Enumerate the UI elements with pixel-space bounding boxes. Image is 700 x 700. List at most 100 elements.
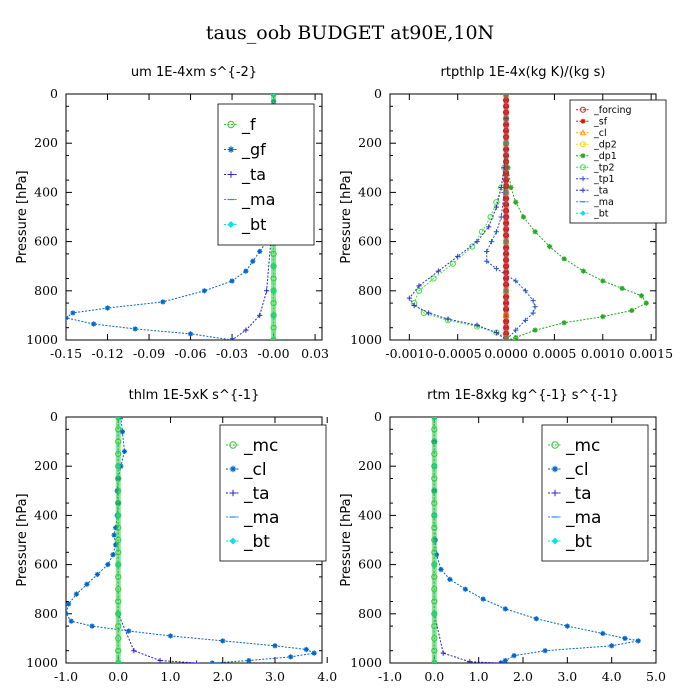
y-axis-label: Pressure [hPa] xyxy=(15,170,30,263)
data-point xyxy=(520,214,527,220)
legend-box xyxy=(569,99,667,224)
x-tick-label: -1.0 xyxy=(378,669,402,684)
y-tick-label: 1000 xyxy=(26,332,58,347)
legend-marker xyxy=(551,465,559,473)
data-point xyxy=(160,299,166,305)
data-point xyxy=(469,243,476,250)
legend-label: _mc xyxy=(565,436,600,456)
legend-marker xyxy=(227,171,235,178)
data-point xyxy=(600,278,606,284)
legend-label: _ta xyxy=(241,165,266,185)
legend-label: _dp1 xyxy=(593,151,617,162)
y-tick-label: 1000 xyxy=(350,655,382,670)
legend-label: _bt xyxy=(593,209,609,220)
y-tick-label: 200 xyxy=(34,458,58,473)
series-line-cl xyxy=(433,417,639,663)
data-point xyxy=(187,331,194,337)
legend-marker xyxy=(227,146,235,153)
data-point xyxy=(246,657,252,663)
x-tick-label: 0.0 xyxy=(108,669,128,684)
data-point xyxy=(522,317,529,323)
series-markers-ta xyxy=(431,417,504,663)
data-point xyxy=(513,327,519,333)
data-point xyxy=(445,316,451,322)
data-point xyxy=(561,256,567,262)
y-tick-label: 800 xyxy=(34,606,58,621)
data-point xyxy=(220,638,226,644)
plot-frame xyxy=(65,93,323,341)
data-point xyxy=(73,591,80,597)
panel-title: rtm 1E-8xkg kg^{-1} s^{-1} xyxy=(427,388,619,403)
data-point xyxy=(105,562,111,568)
data-point xyxy=(564,623,570,629)
data-point xyxy=(513,278,519,284)
x-tick-label: 3.0 xyxy=(265,669,285,684)
data-point xyxy=(243,268,249,274)
data-point xyxy=(638,293,645,299)
y-tick-label: 600 xyxy=(34,234,58,249)
data-point xyxy=(89,623,95,629)
y-tick-label: 0 xyxy=(374,86,382,101)
legend-label: _gf xyxy=(241,140,266,160)
data-point xyxy=(201,288,207,294)
y-tick-label: 0 xyxy=(50,409,58,424)
y-tick-label: 0 xyxy=(50,86,58,101)
y-tick-label: 200 xyxy=(358,458,382,473)
y-tick-label: 600 xyxy=(34,557,58,572)
data-point xyxy=(532,304,538,310)
x-tick-label: -1.0 xyxy=(54,669,78,684)
legend-marker xyxy=(580,141,586,148)
data-point xyxy=(66,315,69,321)
legend-marker xyxy=(580,187,586,193)
data-point xyxy=(416,283,422,289)
x-tick-label: -0.0010 xyxy=(385,346,433,361)
data-point xyxy=(493,266,499,272)
data-point xyxy=(94,571,100,578)
data-point xyxy=(66,611,69,617)
data-point xyxy=(406,295,412,301)
x-tick-label: 0.0 xyxy=(424,669,444,684)
data-point xyxy=(511,653,517,659)
data-point xyxy=(530,310,536,316)
x-tick-label: 1.0 xyxy=(469,669,489,684)
legend-marker xyxy=(580,176,586,182)
x-tick-label: 2.0 xyxy=(213,669,233,684)
data-point xyxy=(532,229,538,235)
legend-label: _bt xyxy=(241,215,266,235)
data-point xyxy=(619,285,625,291)
x-tick-label: 2.0 xyxy=(513,669,533,684)
legend-label: _ma xyxy=(565,508,601,528)
series-line-ta xyxy=(433,417,501,663)
data-point xyxy=(229,337,235,340)
data-point xyxy=(498,214,504,220)
legend-label: _ma xyxy=(243,508,279,528)
y-tick-label: 200 xyxy=(358,135,382,150)
legend-label: _dp2 xyxy=(593,140,617,151)
data-point xyxy=(462,586,468,592)
series-line-ta xyxy=(117,417,197,663)
data-point xyxy=(635,638,641,644)
legend-label: _tp2 xyxy=(593,163,615,174)
legend-label: _sf xyxy=(593,117,608,128)
legend-marker xyxy=(229,537,237,545)
legend-marker xyxy=(580,118,586,124)
legend-marker xyxy=(579,129,587,136)
legend-marker xyxy=(227,120,235,129)
figure-title: taus_oob BUDGET at90E,10N xyxy=(205,22,495,44)
data-point xyxy=(194,660,200,663)
data-point xyxy=(250,258,256,264)
data-point xyxy=(502,606,508,612)
x-tick-label: -0.15 xyxy=(50,346,82,361)
x-tick-label: -0.00 xyxy=(258,346,290,361)
data-point xyxy=(447,576,453,582)
data-point xyxy=(508,184,514,191)
data-point xyxy=(272,643,278,649)
data-point xyxy=(157,657,163,663)
x-tick-label: 1.0 xyxy=(161,669,181,684)
panel-title: rtpthlp 1E-4x(kg K)/(kg s) xyxy=(441,65,606,80)
data-point xyxy=(487,213,494,221)
data-point xyxy=(119,429,126,435)
data-point xyxy=(600,630,606,637)
series-markers-tp1 xyxy=(484,94,538,340)
